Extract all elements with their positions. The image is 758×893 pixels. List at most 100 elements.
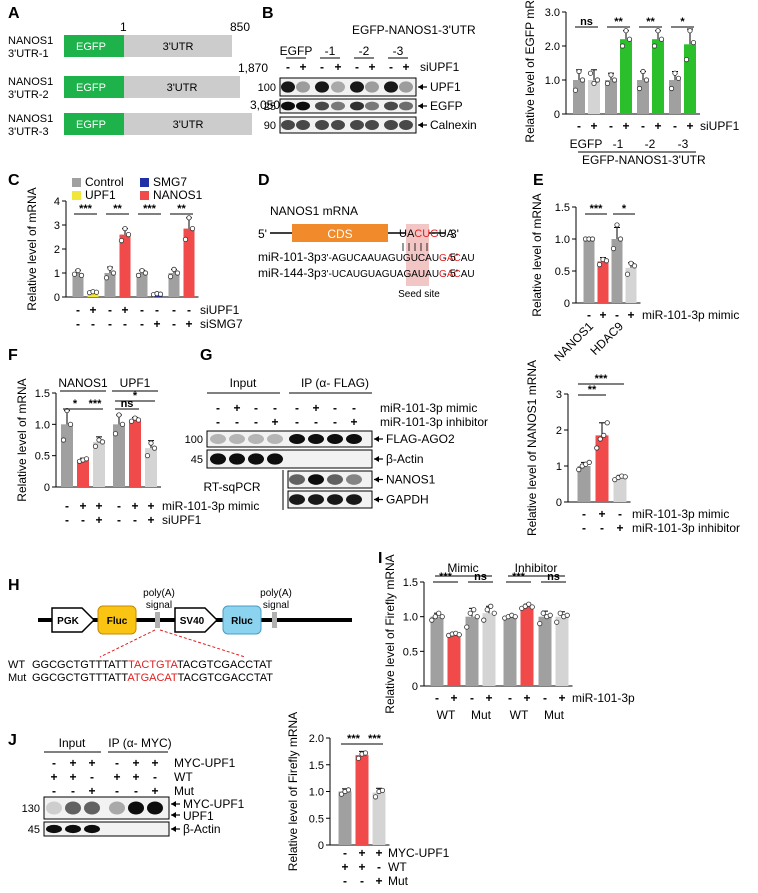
sequence-segment: CUG [414,228,438,240]
blot-band [65,824,81,834]
condition-sign: + [132,756,139,770]
condition-sign: - [91,317,95,331]
blot-title: EGFP-NANOS1-3'UTR [352,23,476,37]
significance-label: * [680,16,685,28]
legend-label: Control [85,175,124,189]
construct-name: 3'UTR-3 [8,126,49,138]
bar [613,477,627,502]
significance-label: ** [588,384,597,396]
blot-band [365,120,379,130]
condition-sign: - [155,303,159,317]
blot-band [327,494,343,505]
blot-band [365,101,379,111]
band-label: UPF1 [430,80,461,94]
sequence-segment: GAC [439,269,461,280]
condition-sign: - [140,317,144,331]
mw-marker: 100 [185,434,203,446]
pgk-promoter [51,607,96,633]
band-arrow [374,436,379,442]
significance-label: ns [580,16,593,28]
blot-band [281,120,295,130]
condition-sign: + [523,691,530,705]
significance-label: ns [121,398,134,410]
data-point [471,607,477,613]
seed-site-label: Seed site [398,289,440,300]
condition-sign: + [88,784,95,798]
condition-sign: + [121,303,128,317]
data-point [601,432,607,438]
condition-sign: - [172,317,176,331]
panel-letter: B [262,5,274,22]
condition-sign: + [132,770,139,784]
bar [61,424,73,487]
polya-label: poly(A) [260,588,292,599]
condition-sign: - [81,513,85,527]
condition-sign: + [271,415,278,429]
condition-label: MYC-UPF1 [174,756,236,770]
condition-sign: + [69,756,76,770]
data-point [554,619,560,625]
data-point [372,794,379,800]
blot-band [267,434,283,444]
data-point [432,614,438,620]
condition-sign: + [358,846,365,860]
input-label: Input [59,736,86,750]
condition-sign: + [334,60,341,74]
condition-sign: - [673,119,677,133]
data-point [687,28,693,34]
y-tick-label: 0.5 [403,646,418,658]
input-label: Input [230,376,257,390]
data-point [537,620,543,627]
y-tick-label: 0 [44,482,50,494]
mirna-sequence: 3'-AGUCAAUAGUGUCAUGACAU [321,253,475,264]
condition-sign: - [254,415,258,429]
data-point [617,236,624,242]
panel-letter: C [8,172,20,189]
condition-sign: - [320,60,324,74]
condition-sign: - [435,691,439,705]
data-point [93,289,100,295]
condition-sign: - [117,499,121,513]
data-point [151,445,158,451]
sequence-segment: GAC [439,253,461,264]
data-point [547,612,553,618]
target-sequence: UACUGUA [399,228,455,240]
condition-sign: - [314,415,318,429]
blot-band [248,434,264,444]
condition-sign: + [312,401,319,415]
blot-band [315,81,329,93]
blot-band [350,81,364,93]
x-group-label: WT [510,708,529,722]
legend-label: UPF1 [85,188,116,202]
significance-label: * [133,390,138,402]
x-group-label: WT [437,708,456,722]
condition-sign: + [113,770,120,784]
data-point [631,263,638,269]
data-point [587,70,594,76]
y-axis-label: Relative level of mRNA [15,378,29,501]
blot-band [281,101,295,111]
band-arrow [418,103,423,109]
data-point [557,610,563,616]
legend-swatch [72,191,81,200]
polya-label: signal [146,600,172,611]
significance-label: ** [646,16,655,28]
construct-name: NANOS1 [8,35,53,47]
condition-sign: + [233,401,240,415]
band-label: MYC-UPF1 [183,797,245,811]
y-tick-label: 2 [556,425,562,437]
bar [168,273,180,297]
bar [597,261,609,303]
panel-letter: D [258,172,270,189]
bar [625,267,637,303]
condition-sign: - [254,401,258,415]
data-point [112,431,119,437]
cds-box [292,224,388,242]
mw-marker: 45 [28,824,40,836]
band-arrow [418,84,423,90]
data-point [636,85,643,92]
blot-band [147,801,163,815]
data-point [456,632,462,638]
gene-label: NANOS1 [551,319,596,364]
egfp-box [64,113,124,135]
